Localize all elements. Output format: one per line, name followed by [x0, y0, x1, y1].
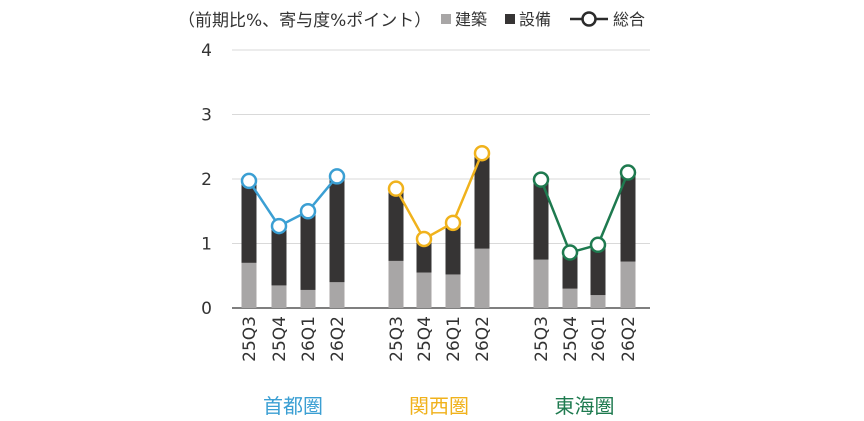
x-tick-label: 25Q4: [415, 316, 435, 362]
group-label: 首都圏: [263, 394, 323, 418]
x-tick-label: 25Q3: [532, 316, 552, 362]
y-axis-ticks: 0 1 2 3 4: [201, 41, 212, 319]
bar-build: [445, 274, 461, 308]
bar-equipment: [562, 253, 578, 289]
legend-label: 建築: [455, 10, 487, 29]
bar-equipment: [388, 188, 404, 261]
bar-build: [533, 259, 549, 308]
bar-build: [329, 282, 345, 308]
bar-equipment: [329, 177, 345, 283]
total-point: [473, 144, 491, 162]
bar-build: [590, 295, 606, 308]
x-tick-label: 26Q2: [619, 316, 639, 362]
total-point: [589, 236, 607, 254]
total-line: [539, 172, 630, 255]
x-tick-label: 26Q1: [299, 316, 319, 362]
x-tick-label: 26Q1: [589, 316, 609, 362]
bar-equipment: [474, 153, 490, 249]
total-line: [247, 175, 338, 228]
y-tick-label: 4: [201, 41, 212, 61]
total-point: [299, 203, 317, 220]
total-point: [270, 217, 288, 235]
group-label: 東海圏: [555, 394, 615, 418]
bar-build: [562, 288, 578, 308]
total-point: [240, 172, 258, 190]
total-point: [387, 180, 405, 197]
legend: 建築 設備 総合: [441, 10, 645, 29]
bar-build: [300, 289, 316, 308]
y-tick-label: 0: [201, 299, 212, 319]
x-tick-label: 25Q4: [270, 316, 290, 362]
total-lines: [240, 144, 637, 261]
bar-equipment: [300, 212, 316, 290]
legend-marker-total: [581, 11, 597, 27]
x-tick-label: 26Q2: [473, 316, 493, 362]
x-tick-label: 25Q3: [387, 316, 407, 362]
bar-equipment: [445, 224, 461, 275]
bar-equipment: [590, 244, 606, 296]
total-point: [415, 230, 433, 248]
bar-build: [620, 261, 636, 308]
bar-build: [474, 248, 490, 308]
legend-label: 総合: [613, 10, 645, 29]
bar-equipment: [241, 182, 257, 263]
bar-equipment: [271, 227, 287, 286]
legend-swatch-equipment: [505, 14, 515, 24]
bar-equipment: [416, 240, 432, 273]
bar-build: [388, 260, 404, 308]
bar-equipment: [620, 174, 636, 262]
x-tick-label: 26Q2: [328, 316, 348, 362]
group-label: 関西圏: [409, 394, 469, 418]
group-labels: 首都圏 関西圏 東海圏: [263, 394, 615, 418]
total-point: [619, 164, 637, 181]
bar-build: [241, 262, 257, 308]
x-axis-ticks: 25Q3 25Q4 26Q1 26Q2 25Q3 25Q4 26Q1 26Q2 25Q3 25Q4…: [240, 316, 639, 362]
total-point: [561, 244, 579, 261]
bars: [241, 153, 636, 308]
y-tick-label: 2: [201, 170, 212, 190]
x-tick-label: 25Q4: [561, 316, 581, 362]
bar-build: [416, 272, 432, 308]
total-point: [444, 214, 462, 232]
x-tick-label: 26Q1: [444, 316, 464, 362]
unit-label: （前期比%、寄与度%ポイント）: [178, 11, 431, 31]
gridlines: [232, 49, 650, 309]
bar-equipment: [533, 180, 549, 260]
legend-swatch-build: [441, 14, 451, 24]
x-tick-label: 25Q3: [240, 316, 260, 362]
total-line: [394, 152, 484, 241]
total-point: [328, 168, 346, 185]
legend-label: 設備: [519, 10, 551, 29]
y-tick-label: 1: [201, 235, 212, 255]
total-point: [532, 171, 550, 188]
bar-build: [271, 285, 287, 308]
y-tick-label: 3: [201, 106, 212, 126]
